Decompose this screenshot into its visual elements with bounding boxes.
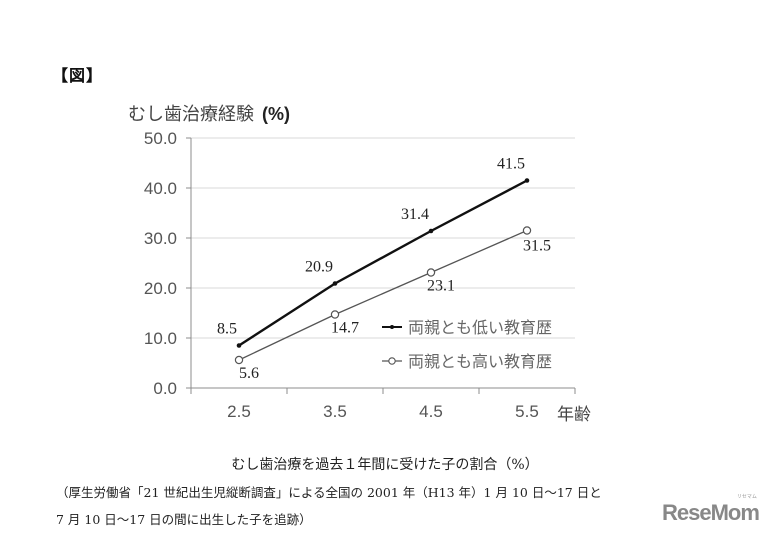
- data-point: [234, 355, 244, 365]
- legend-label: 両親とも高い教育歴: [408, 352, 552, 371]
- data-label: 20.9: [305, 259, 333, 276]
- y-tick-label: 30.0: [144, 229, 177, 248]
- data-point: [236, 343, 242, 348]
- x-axis-unit: 年齢: [557, 405, 591, 425]
- data-point: [524, 178, 530, 183]
- chart-caption: むし歯治療を過去１年間に受けた子の割合（%）: [231, 457, 539, 473]
- series-line-low-education: [238, 179, 528, 347]
- series-lines: [234, 178, 532, 365]
- data-label: 8.5: [217, 321, 237, 338]
- data-label: 31.5: [523, 238, 551, 255]
- legend-label: 両親とも低い教育歴: [408, 318, 552, 337]
- data-point: [522, 226, 532, 235]
- data-label: 31.4: [401, 206, 429, 223]
- data-label: 14.7: [331, 320, 359, 337]
- data-labels: 8.5 20.9 31.4 41.5 5.6 14.7 23.1 31.5: [217, 156, 551, 383]
- data-point: [426, 268, 436, 277]
- y-tick-label: 0.0: [153, 379, 177, 398]
- y-axis-title-text: むし歯治療経験: [128, 104, 254, 125]
- y-tick-label: 50.0: [144, 129, 177, 148]
- legend-marker: [390, 325, 394, 329]
- x-tick-label: 3.5: [323, 402, 347, 421]
- y-axis-title: むし歯治療経験 (%): [128, 100, 290, 126]
- source-note-line-1: （厚生労働省「21 世紀出生児縦断調査」による全国の 2001 年（H13 年）…: [56, 485, 602, 500]
- logo-kana: リセマム: [736, 494, 757, 500]
- x-tick-label: 2.5: [227, 402, 251, 421]
- resemom-logo: ReseMom リセマム: [662, 494, 760, 525]
- legend-marker: [388, 357, 396, 365]
- y-tick-label: 40.0: [144, 179, 177, 198]
- source-note-line-2: 7 月 10 日～17 日の間に出生した子を追跡）: [56, 512, 312, 527]
- x-tick-label: 5.5: [515, 402, 539, 421]
- y-axis-unit: (%): [262, 104, 290, 124]
- y-tick-label: 20.0: [144, 279, 177, 298]
- data-point: [332, 281, 338, 286]
- series-line-high-education: [238, 229, 528, 361]
- data-point: [330, 310, 340, 319]
- y-tick-label: 10.0: [144, 329, 177, 348]
- data-label: 23.1: [427, 278, 455, 295]
- y-axis: 0.0 10.0 20.0 30.0 40.0 50.0: [144, 129, 192, 398]
- data-label: 5.6: [239, 365, 259, 382]
- x-tick-label: 4.5: [419, 402, 443, 421]
- x-axis: 2.5 3.5 4.5 5.5: [190, 387, 576, 421]
- figure-label: 【図】: [52, 66, 104, 85]
- data-point: [428, 228, 434, 234]
- data-label: 41.5: [497, 156, 525, 173]
